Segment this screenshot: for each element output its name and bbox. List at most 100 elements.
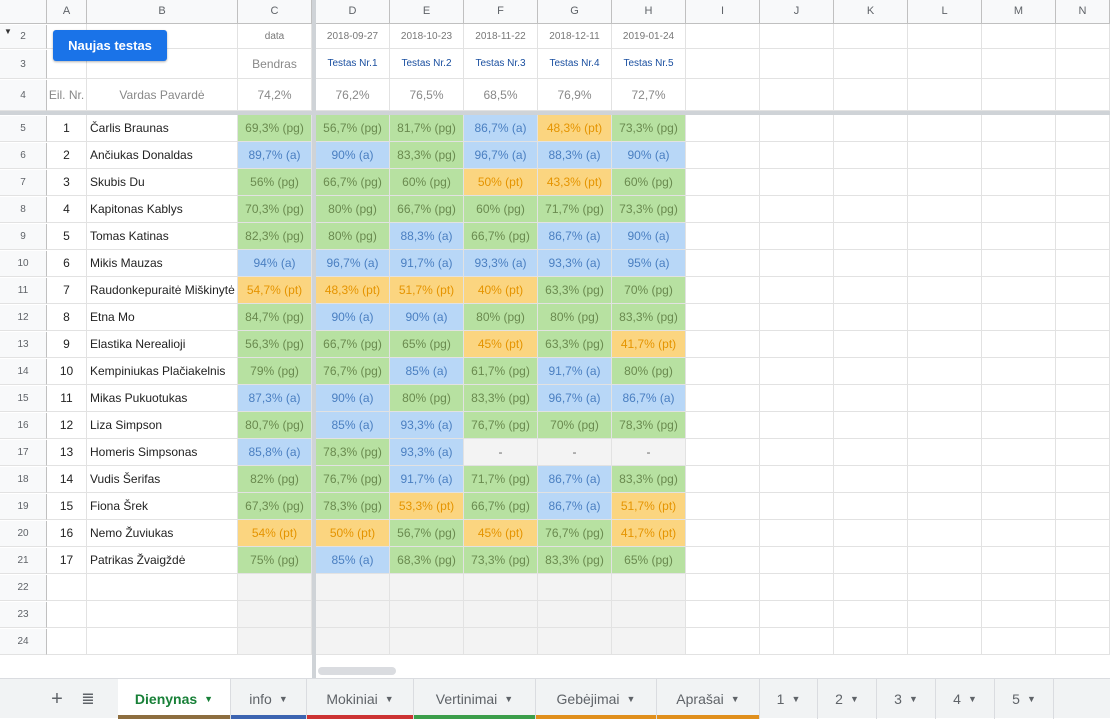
empty-cell[interactable]	[982, 601, 1056, 628]
empty-cell[interactable]	[760, 142, 834, 169]
empty-cell[interactable]	[686, 385, 760, 412]
empty-cell[interactable]	[834, 250, 908, 277]
empty-cell[interactable]	[760, 547, 834, 574]
empty-cell[interactable]	[1056, 358, 1110, 385]
student-number-cell[interactable]: 5	[47, 223, 87, 250]
student-name-cell[interactable]: Čarlis Braunas	[87, 115, 238, 142]
empty-cell[interactable]	[464, 574, 538, 601]
column-header-b[interactable]: B	[87, 0, 238, 24]
column-header-m[interactable]: M	[982, 0, 1056, 24]
test-score-cell[interactable]: 71,7% (pg)	[464, 466, 538, 493]
empty-cell[interactable]	[982, 196, 1056, 223]
student-name-cell[interactable]: Kempiniukas Plačiakelnis	[87, 358, 238, 385]
empty-cell[interactable]	[908, 574, 982, 601]
student-name-cell[interactable]: Vudis Šerifas	[87, 466, 238, 493]
empty-cell[interactable]	[464, 628, 538, 655]
student-number-cell[interactable]: 6	[47, 250, 87, 277]
test-score-cell[interactable]: 88,3% (a)	[538, 142, 612, 169]
empty-cell[interactable]	[686, 331, 760, 358]
empty-cell[interactable]	[1056, 277, 1110, 304]
empty-cell[interactable]	[612, 601, 686, 628]
row-header-23[interactable]: 23	[0, 602, 47, 628]
empty-cell[interactable]	[1056, 24, 1110, 49]
empty-cell[interactable]	[982, 331, 1056, 358]
empty-cell[interactable]	[982, 79, 1056, 111]
empty-cell[interactable]	[834, 412, 908, 439]
row-header-15[interactable]: 15	[0, 386, 47, 412]
column-header-c[interactable]: C	[238, 0, 312, 24]
empty-cell[interactable]	[760, 601, 834, 628]
row-header-2[interactable]: 2	[0, 25, 47, 49]
student-name-cell[interactable]: Fiona Šrek	[87, 493, 238, 520]
test-score-cell[interactable]: 66,7% (pg)	[316, 331, 390, 358]
student-name-cell[interactable]: Homeris Simpsonas	[87, 439, 238, 466]
student-name-cell[interactable]: Liza Simpson	[87, 412, 238, 439]
empty-cell[interactable]	[390, 628, 464, 655]
name-header[interactable]: Vardas Pavardė	[87, 79, 238, 111]
empty-cell[interactable]	[908, 24, 982, 49]
student-name-cell[interactable]: Elastika Nerealioji	[87, 331, 238, 358]
empty-cell[interactable]	[834, 493, 908, 520]
test-date-cell[interactable]: 2019-01-24	[612, 24, 686, 49]
row-header-16[interactable]: 16	[0, 413, 47, 439]
overall-grade-cell[interactable]: 67,3% (pg)	[238, 493, 312, 520]
empty-cell[interactable]	[908, 493, 982, 520]
test-name-cell[interactable]: Testas Nr.1	[316, 49, 390, 79]
empty-cell[interactable]	[760, 24, 834, 49]
add-sheet-icon[interactable]: +	[51, 687, 63, 710]
chevron-down-icon[interactable]: ▼	[849, 694, 859, 704]
chevron-down-icon[interactable]: ▼	[730, 694, 740, 704]
empty-cell[interactable]	[686, 49, 760, 79]
student-number-cell[interactable]: 4	[47, 196, 87, 223]
empty-cell[interactable]	[908, 385, 982, 412]
column-header-a[interactable]: A	[47, 0, 87, 24]
empty-cell[interactable]	[538, 601, 612, 628]
empty-cell[interactable]	[834, 547, 908, 574]
test-score-cell[interactable]: 93,3% (a)	[390, 439, 464, 466]
test-score-cell[interactable]: 68,3% (pg)	[390, 547, 464, 574]
empty-cell[interactable]	[1056, 304, 1110, 331]
test-score-cell[interactable]: 80% (pg)	[612, 358, 686, 385]
test-score-cell[interactable]: -	[612, 439, 686, 466]
row-header-19[interactable]: 19	[0, 494, 47, 520]
test-score-cell[interactable]: 80% (pg)	[538, 304, 612, 331]
sheet-tab-4[interactable]: 4 ▼	[936, 679, 995, 719]
row-header-6[interactable]: 6	[0, 143, 47, 169]
test-score-cell[interactable]: 90% (a)	[390, 304, 464, 331]
empty-cell[interactable]	[1056, 142, 1110, 169]
sheet-tab-aprašai[interactable]: Aprašai ▼	[657, 679, 760, 719]
test-date-cell[interactable]: 2018-12-11	[538, 24, 612, 49]
test-score-cell[interactable]: 86,7% (a)	[464, 115, 538, 142]
empty-cell[interactable]	[87, 628, 238, 655]
column-header-k[interactable]: K	[834, 0, 908, 24]
empty-cell[interactable]	[834, 24, 908, 49]
student-number-cell[interactable]: 15	[47, 493, 87, 520]
empty-cell[interactable]	[908, 304, 982, 331]
empty-cell[interactable]	[1056, 466, 1110, 493]
test-score-cell[interactable]: 51,7% (pt)	[612, 493, 686, 520]
column-header-e[interactable]: E	[390, 0, 464, 24]
empty-cell[interactable]	[834, 304, 908, 331]
column-header-i[interactable]: I	[686, 0, 760, 24]
test-score-cell[interactable]: 93,3% (a)	[538, 250, 612, 277]
row-header-13[interactable]: 13	[0, 332, 47, 358]
empty-cell[interactable]	[612, 574, 686, 601]
empty-cell[interactable]	[316, 628, 390, 655]
empty-cell[interactable]	[834, 466, 908, 493]
row-header-8[interactable]: 8	[0, 197, 47, 223]
test-name-cell[interactable]: Testas Nr.2	[390, 49, 464, 79]
sheet-tab-2[interactable]: 2 ▼	[818, 679, 877, 719]
empty-cell[interactable]	[834, 79, 908, 111]
empty-cell[interactable]	[908, 79, 982, 111]
test-score-cell[interactable]: 73,3% (pg)	[612, 115, 686, 142]
chevron-down-icon[interactable]: ▼	[967, 694, 977, 704]
empty-cell[interactable]	[87, 601, 238, 628]
test-score-cell[interactable]: 78,3% (pg)	[316, 439, 390, 466]
empty-cell[interactable]	[834, 520, 908, 547]
student-number-cell[interactable]: 14	[47, 466, 87, 493]
empty-cell[interactable]	[760, 277, 834, 304]
empty-cell[interactable]	[686, 223, 760, 250]
student-number-cell[interactable]: 9	[47, 331, 87, 358]
empty-cell[interactable]	[538, 628, 612, 655]
test-score-cell[interactable]: 96,7% (a)	[464, 142, 538, 169]
